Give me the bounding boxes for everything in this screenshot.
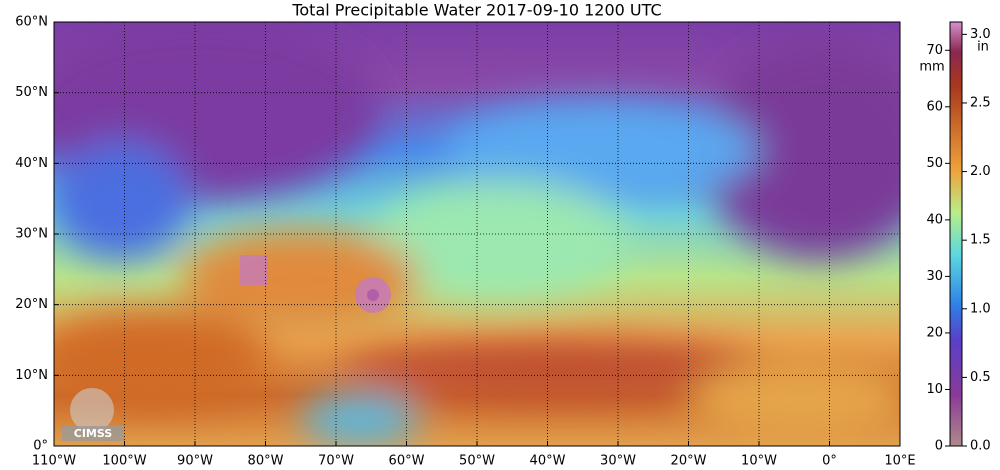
title: Total Precipitable Water 2017-09-10 1200… — [291, 1, 661, 20]
lat-tick-label: 60°N — [15, 15, 48, 30]
colorbar-mm-label: 10 — [926, 382, 943, 397]
lon-tick-label: 0° — [822, 454, 837, 469]
colorbar-in-label: 1.5 — [970, 233, 991, 248]
colorbar-in-label: 0.0 — [970, 439, 991, 454]
colorbar-mm-label: 40 — [926, 212, 943, 227]
colorbar-in-label: in — [977, 40, 989, 55]
lat-tick-label: 50°N — [15, 85, 48, 100]
lon-tick-label: 20°W — [671, 454, 707, 469]
lon-tick-label: 10°E — [884, 454, 915, 469]
lon-tick-label: 70°W — [318, 454, 354, 469]
lon-tick-label: 30°W — [600, 454, 636, 469]
colorbar-in-label: 2.5 — [970, 95, 991, 110]
lon-tick-label: 50°W — [459, 454, 495, 469]
lat-tick-label: 0° — [33, 439, 48, 454]
lat-tick-label: 10°N — [15, 368, 48, 383]
colorbar-in-label: 1.0 — [970, 301, 991, 316]
colorbar-mm-label: 70 — [926, 43, 943, 58]
lon-tick-label: 90°W — [177, 454, 213, 469]
lon-tick-label: 40°W — [530, 454, 566, 469]
lat-tick-label: 30°N — [15, 227, 48, 242]
lon-tick-label: 60°W — [389, 454, 425, 469]
colorbar-mm-label: 30 — [926, 269, 943, 284]
colorbar-mm-label: 0 — [935, 439, 943, 454]
colorbar-mm-label: 60 — [926, 99, 943, 114]
lat-tick-label: 20°N — [15, 297, 48, 312]
colorbar-in-label: 0.5 — [970, 370, 991, 385]
colorbar-mm-label: 20 — [926, 325, 943, 340]
map-imagery — [54, 22, 900, 446]
lon-tick-label: 10°W — [741, 454, 777, 469]
colorbar-mm-label: mm — [919, 60, 944, 75]
colorbar-mm-label: 50 — [926, 156, 943, 171]
lon-tick-label: 80°W — [248, 454, 284, 469]
colorbar — [949, 21, 963, 447]
logo-text: CIMSS — [74, 427, 113, 440]
lon-tick-label: 100°W — [102, 454, 146, 469]
lat-tick-label: 40°N — [15, 156, 48, 171]
logo: CIMSS — [62, 388, 124, 441]
lon-tick-label: 110°W — [32, 454, 76, 469]
colorbar-in-label: 3.0 — [970, 27, 991, 42]
colorbar-in-label: 2.0 — [970, 164, 991, 179]
